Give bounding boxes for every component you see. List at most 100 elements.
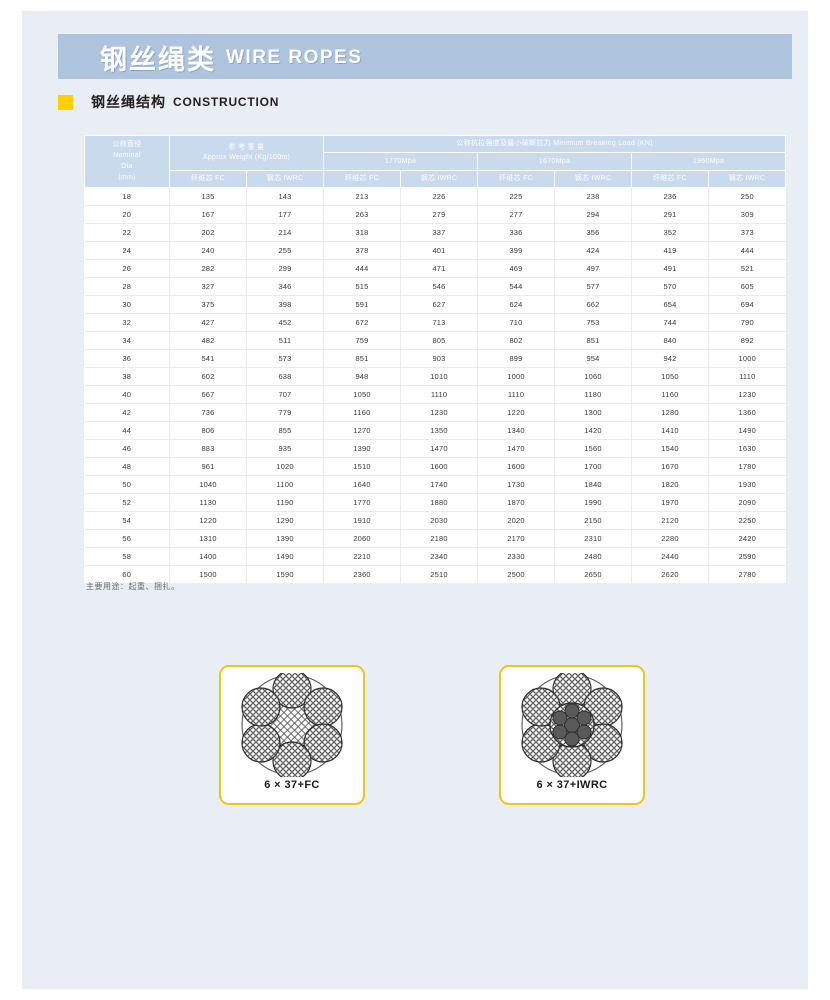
table-cell: 419 [631,241,709,261]
table-cell: 1110 [708,367,786,387]
table-cell: 240 [169,241,247,261]
cell-nominal-dia: 28 [84,277,170,297]
table-cell: 2210 [323,547,401,567]
table-row: 18 135 143 213 226 225 238 236 250 [84,187,786,207]
cell-nominal-dia: 26 [84,259,170,279]
table-row: 32 427 452 672 713 710 753 744 790 [84,313,786,333]
page-title-en: WIRE ROPES [226,46,363,68]
table-cell: 2340 [400,547,478,567]
table-cell: 202 [169,223,247,243]
table-cell: 2590 [708,547,786,567]
table-cell: 577 [554,277,632,297]
table-cell: 1560 [554,439,632,459]
table-cell: 424 [554,241,632,261]
cell-nominal-dia: 24 [84,241,170,261]
table-cell: 279 [400,205,478,225]
rope-diagram-iwrc-caption: 6 × 37+IWRC [536,779,608,791]
table-cell: 375 [169,295,247,315]
table-row: 28 327 346 515 546 544 577 570 605 [84,277,786,297]
cell-nominal-dia: 52 [84,493,170,513]
table-cell: 1100 [246,475,324,495]
table-cell: 759 [323,331,401,351]
table-row: 54 1220 1290 1910 2030 2020 2150 2120 2250 [84,511,786,531]
table-cell: 1490 [708,421,786,441]
wire-rope-spec-table: 公称直径 Nominal Dia (mm) 参 考 重 量 Approx Wei… [84,134,787,584]
table-cell: 753 [554,313,632,333]
cell-nominal-dia: 22 [84,223,170,243]
table-cell: 1010 [400,367,478,387]
section-heading-cn: 钢丝绳结构 [91,94,166,110]
table-cell: 277 [477,205,555,225]
table-row: 46 883 935 1390 1470 1470 1560 1540 1630 [84,439,786,459]
table-cell: 1730 [477,475,555,495]
table-cell: 2480 [554,547,632,567]
table-cell: 213 [323,187,401,207]
table-cell: 309 [708,205,786,225]
table-cell: 591 [323,295,401,315]
table-cell: 135 [169,187,247,207]
table-cell: 2440 [631,547,709,567]
table-cell: 521 [708,259,786,279]
table-cell: 1360 [708,403,786,423]
table-cell: 942 [631,349,709,369]
table-row: 24 240 255 378 401 399 424 419 444 [84,241,786,261]
table-cell: 469 [477,259,555,279]
cell-nominal-dia: 44 [84,421,170,441]
nominal-dia-en2: Dia [121,162,133,170]
table-cell: 935 [246,439,324,459]
table-cell: 1390 [246,529,324,549]
table-cell: 1230 [708,385,786,405]
table-cell: 851 [323,349,401,369]
table-row: 36 541 573 851 903 899 954 942 1000 [84,349,786,369]
col-header-grade-1770: 1770Mpa [323,152,478,171]
table-cell: 226 [400,187,478,207]
table-cell: 1050 [323,385,401,405]
col-header-1670-fc: 纤维芯 FC [477,169,555,189]
table-cell: 318 [323,223,401,243]
cell-nominal-dia: 60 [84,565,170,584]
table-cell: 282 [169,259,247,279]
col-header-approx-weight: 参 考 重 量 Approx Weight (Kg/100m) [169,135,324,171]
table-cell: 790 [708,313,786,333]
table-cell: 903 [400,349,478,369]
table-cell: 1160 [631,385,709,405]
table-cell: 1290 [246,511,324,531]
table-cell: 570 [631,277,709,297]
cell-nominal-dia: 38 [84,367,170,387]
table-row: 44 806 855 1270 1350 1340 1420 1410 1490 [84,421,786,441]
table-cell: 1130 [169,493,247,513]
table-head: 公称直径 Nominal Dia (mm) 参 考 重 量 Approx Wei… [84,134,787,189]
table-cell: 672 [323,313,401,333]
table-cell: 1770 [323,493,401,513]
table-cell: 2310 [554,529,632,549]
table-cell: 806 [169,421,247,441]
cell-nominal-dia: 50 [84,475,170,495]
table-cell: 624 [477,295,555,315]
table-cell: 444 [323,259,401,279]
section-heading-en: CONSTRUCTION [173,95,280,109]
table-cell: 327 [169,277,247,297]
table-cell: 1390 [323,439,401,459]
square-bullet-icon [58,94,73,110]
col-header-weight-fc: 纤维芯 FC [169,169,247,189]
table-cell: 1280 [631,403,709,423]
rope-cross-section-iwrc-icon [521,673,623,777]
table-cell: 1600 [477,457,555,477]
page-title-bar: 钢丝绳类 WIRE ROPES [58,34,792,79]
table-cell: 2650 [554,565,632,584]
table-cell: 1880 [400,493,478,513]
table-row: 60 1500 1590 2360 2510 2500 2650 2620 2780 [84,565,786,584]
table-cell: 337 [400,223,478,243]
cell-nominal-dia: 48 [84,457,170,477]
table-cell: 1300 [554,403,632,423]
table-cell: 638 [246,367,324,387]
table-cell: 373 [708,223,786,243]
table-cell: 263 [323,205,401,225]
table-note: 主要用途：起重、捆扎。 [86,582,180,591]
table-cell: 177 [246,205,324,225]
col-header-1960-iwrc: 钢芯 IWRC [707,169,787,189]
table-cell: 1640 [323,475,401,495]
table-cell: 855 [246,421,324,441]
table-cell: 544 [477,277,555,297]
table-cell: 2330 [477,547,555,567]
